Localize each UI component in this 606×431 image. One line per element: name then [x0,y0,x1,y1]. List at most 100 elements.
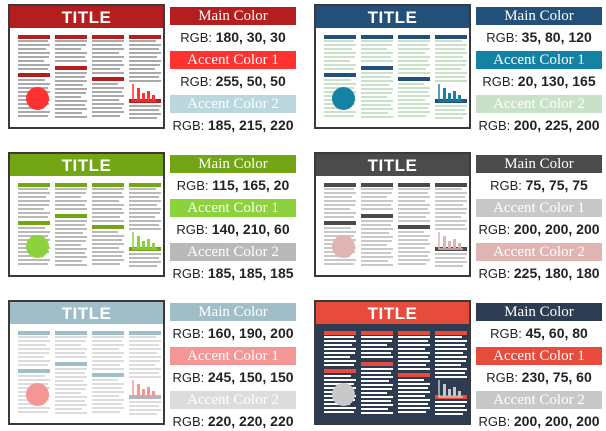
poster-text-line [92,391,124,393]
poster-text-line [398,383,430,385]
poster-text-line [361,80,393,82]
poster-text-line [398,60,428,62]
poster-text-line [361,92,392,94]
poster-text-line [398,243,430,245]
poster-text-line [361,44,392,46]
poster-text-line [435,105,467,107]
poster-heading-block [324,369,356,373]
poster-text-line [18,216,48,218]
accent-color-1-label: Accent Color 1 [493,348,585,364]
rgb-numbers: 200, 200, 200 [513,413,600,429]
rgb-numbers: 140, 210, 60 [211,221,290,237]
poster-text-line [55,52,87,54]
main-color-label: Main Color [198,8,268,24]
poster-title-bar: TITLE [10,154,163,176]
poster-text-line [361,232,389,234]
poster-text-line [18,115,48,117]
rgb-prefix: RGB: [482,74,515,89]
poster-text-column [92,183,124,269]
poster-text-line [435,216,461,218]
poster-text-line [324,227,351,229]
poster-text-line [92,99,119,101]
poster-bar-chart-icon [438,84,463,102]
poster-text-line [398,411,426,413]
poster-text-line [92,364,120,366]
poster-text-line [361,352,391,354]
color-scheme-panel: TITLE Main Color RGB: 180, 30, 30 Accent Co… [4,4,296,134]
poster-text-line [55,196,81,198]
poster-text-line [435,261,467,263]
poster-text-column [324,331,356,417]
poster-text-line [92,115,120,117]
poster-text-line [129,200,161,202]
poster-text-line [55,224,85,226]
poster-circle-graphic [332,235,355,258]
poster-text-line [435,265,463,267]
poster-text-line [398,263,426,265]
poster-text-line [55,88,87,90]
poster-heading-block [398,183,430,187]
poster-text-line [55,380,83,382]
poster-text-line [92,95,124,97]
poster-text-line [361,204,391,206]
accent-color-2-rgb-value: RGB: 225, 180, 180 [472,264,606,282]
poster-title-bar: TITLE [10,6,163,28]
poster-text-line [92,259,124,261]
poster-text-line [435,76,465,78]
poster-text-line [92,192,122,194]
poster-text-column [361,331,393,417]
poster-text-line [92,411,120,413]
poster-text-line [92,107,122,109]
poster-heading-block [55,362,87,366]
poster-text-line [435,356,467,358]
poster-mockup: TITLE [314,152,471,277]
poster-text-line [92,111,124,113]
poster-text-line [398,399,430,401]
poster-text-line [18,64,50,66]
poster-text-line [324,79,351,81]
accent-color-1-swatch: Accent Color 1 [170,51,296,69]
poster-text-line [435,80,467,82]
poster-text-line [129,48,159,50]
poster-text-line [55,240,86,242]
poster-text-line [361,200,393,202]
poster-circle-graphic [26,235,49,258]
poster-text-line [361,220,393,222]
poster-text-line [435,352,463,354]
poster-text-column [129,331,161,417]
poster-title-bar: TITLE [10,302,163,324]
poster-text-line [92,340,122,342]
poster-text-column [92,331,124,417]
poster-heading-block [398,225,430,229]
poster-heading-block [55,331,87,335]
poster-heading-block [361,35,393,39]
poster-text-column [324,183,356,269]
poster-text-line [129,80,161,82]
poster-text-line [398,212,430,214]
poster-text-line [435,60,467,62]
rgb-prefix: RGB: [172,414,205,429]
poster-heading-block [435,183,467,187]
poster-text-line [55,48,81,50]
poster-text-line [18,212,50,214]
poster-text-line [92,212,124,214]
poster-text-line [398,344,430,346]
poster-text-line [435,368,467,370]
poster-text-line [92,379,118,381]
poster-text-line [55,244,81,246]
poster-text-line [92,56,124,58]
poster-text-line [361,248,393,250]
accent-color-1-rgb-value: RGB: 245, 150, 150 [166,368,300,386]
poster-text-line [55,220,87,222]
poster-heading-block [361,183,393,187]
poster-heading-block [92,331,124,335]
poster-text-line [18,83,50,85]
rgb-prefix: RGB: [486,370,519,385]
poster-text-line [129,188,156,190]
poster-text-line [18,344,46,346]
poster-text-line [398,40,430,42]
poster-text-line [398,107,428,109]
poster-text-line [55,336,87,338]
poster-text-line [18,364,48,366]
poster-text-line [129,56,157,58]
